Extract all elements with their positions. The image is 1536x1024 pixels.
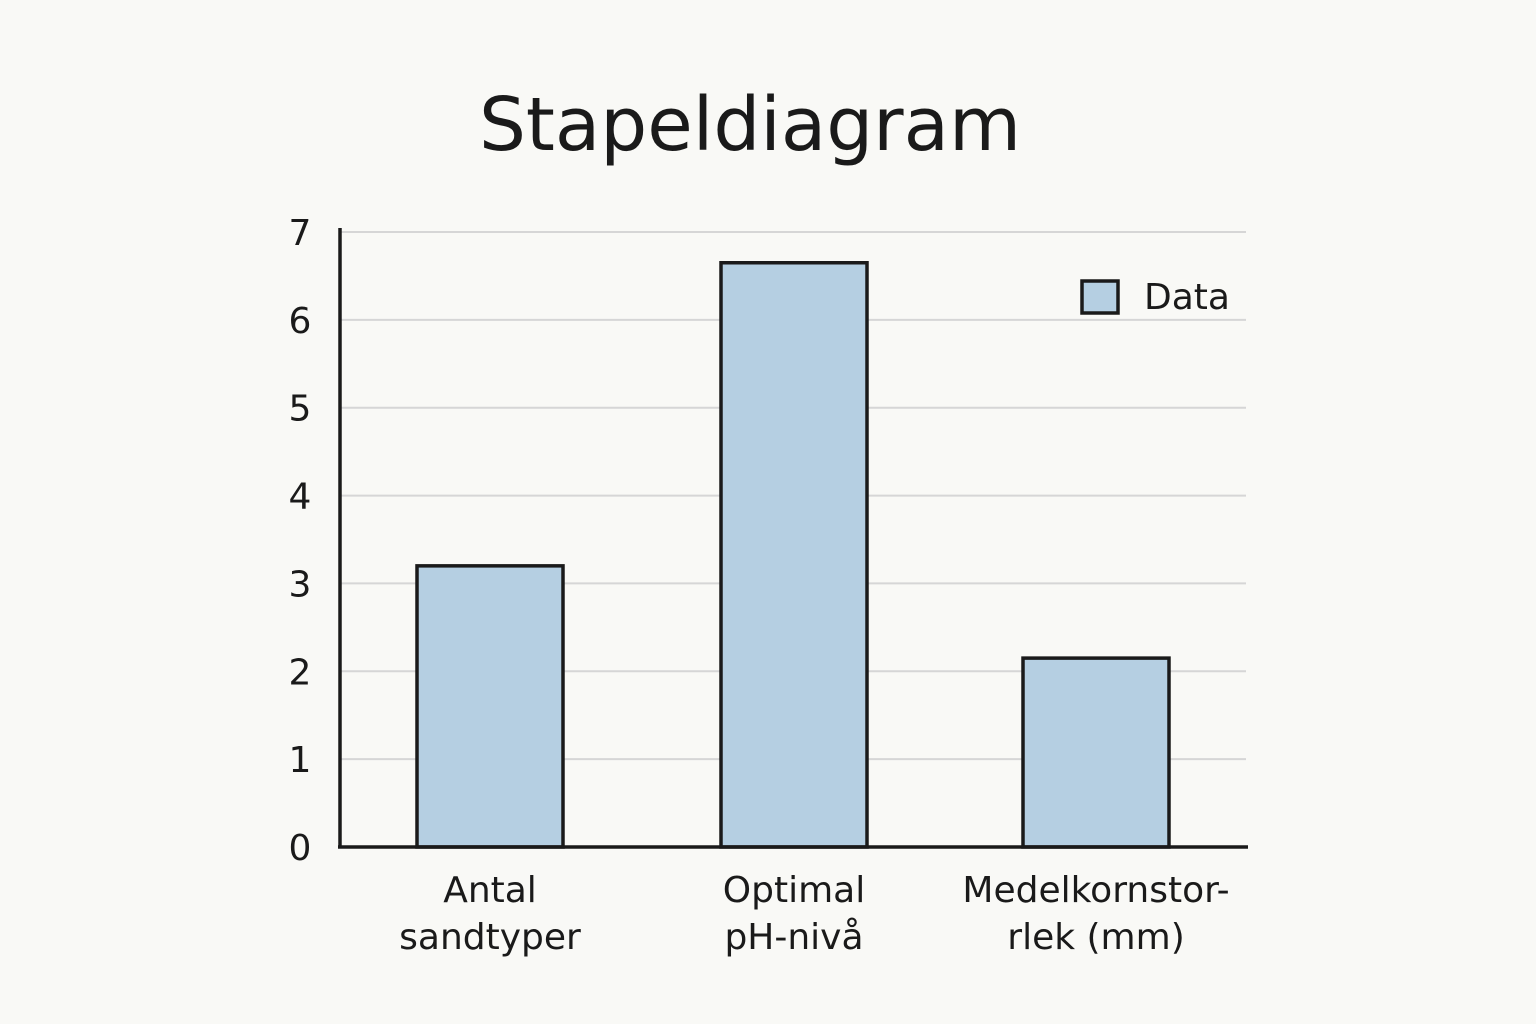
x-category-label: Antal xyxy=(443,870,537,911)
y-tick-label: 1 xyxy=(289,740,312,781)
bar xyxy=(1021,656,1171,849)
legend-swatch xyxy=(1080,279,1120,315)
y-tick-label: 0 xyxy=(289,828,312,869)
legend: Data xyxy=(1080,277,1230,318)
legend-label: Data xyxy=(1144,277,1230,318)
y-tick-label: 2 xyxy=(289,652,312,693)
y-tick-label: 5 xyxy=(289,389,312,430)
x-category-label: sandtyper xyxy=(399,917,581,958)
y-tick-labels: 0 1 2 3 4 5 6 7 xyxy=(289,213,312,869)
y-tick-label: 6 xyxy=(289,301,312,342)
axes xyxy=(338,228,1248,849)
bar xyxy=(415,564,565,849)
x-category-label: pH-nivå xyxy=(724,917,863,958)
x-category-labels: Antal sandtyper Optimal pH-nivå Medelkornsto… xyxy=(399,870,1229,958)
y-tick-label: 4 xyxy=(289,477,312,518)
x-category-label: rlek (mm) xyxy=(1007,917,1184,958)
chart-title: Stapeldiagram xyxy=(479,82,1021,168)
bar xyxy=(719,261,869,849)
x-category-label: Optimal xyxy=(723,870,865,911)
x-category-label: Medelkornstor- xyxy=(962,870,1229,911)
y-tick-label: 3 xyxy=(289,564,312,605)
y-tick-label: 7 xyxy=(289,213,312,254)
